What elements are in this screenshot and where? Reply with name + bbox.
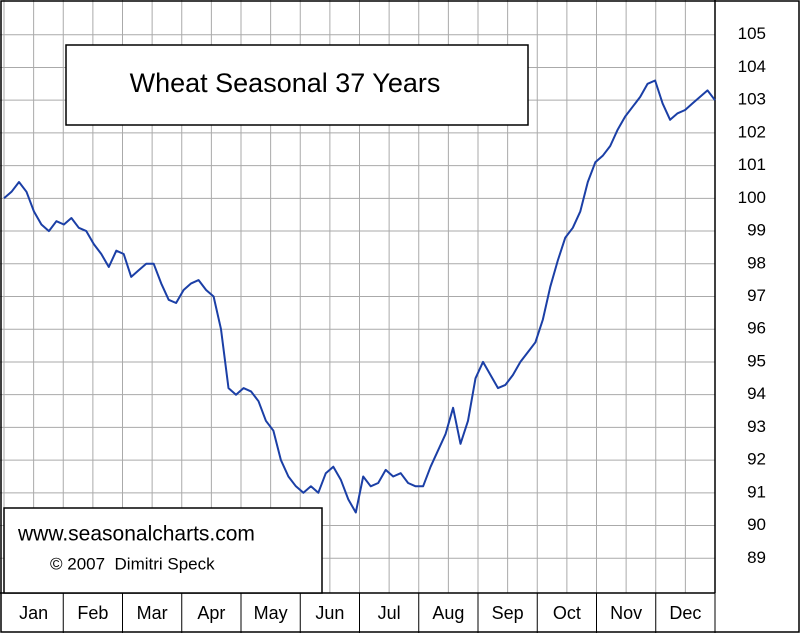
y-tick-label: 105 [738,24,766,43]
y-tick-label: 89 [747,548,766,567]
y-tick-label: 104 [738,57,766,76]
y-tick-label: 98 [747,253,766,272]
x-tick-label: Jun [315,603,344,623]
plot [3,79,716,514]
line-series [3,79,716,514]
x-tick-label: Oct [553,603,581,623]
x-tick-label: Jul [378,603,401,623]
y-tick-label: 103 [738,90,766,109]
x-tick-label: Nov [610,603,642,623]
y-tick-label: 97 [747,286,766,305]
watermark-copyright: © 2007 Dimitri Speck [50,554,215,573]
x-tick-label: May [254,603,288,623]
y-tick-label: 99 [747,221,766,240]
y-tick-label: 101 [738,155,766,174]
title-box [65,44,529,126]
y-tick-label: 90 [747,515,766,534]
chart-title: Wheat Seasonal 37 Years [130,68,441,98]
y-tick-label: 91 [747,482,766,501]
y-tick-label: 94 [747,384,766,403]
x-tick-label: Feb [77,603,108,623]
y-tick-label: 93 [747,417,766,436]
x-tick-label: Sep [492,603,524,623]
watermark-url: www.seasonalcharts.com [17,523,255,546]
x-tick-label: Jan [19,603,48,623]
x-tick-label: Apr [197,603,225,623]
y-tick-label: 92 [747,450,766,469]
y-tick-label: 102 [738,122,766,141]
y-tick-label: 95 [747,351,766,370]
x-tick-label: Mar [137,603,168,623]
x-tick-label: Aug [432,603,464,623]
watermark-box [3,507,323,594]
y-tick-label: 96 [747,319,766,338]
x-tick-label: Dec [669,603,701,623]
y-tick-label: 100 [738,188,766,207]
